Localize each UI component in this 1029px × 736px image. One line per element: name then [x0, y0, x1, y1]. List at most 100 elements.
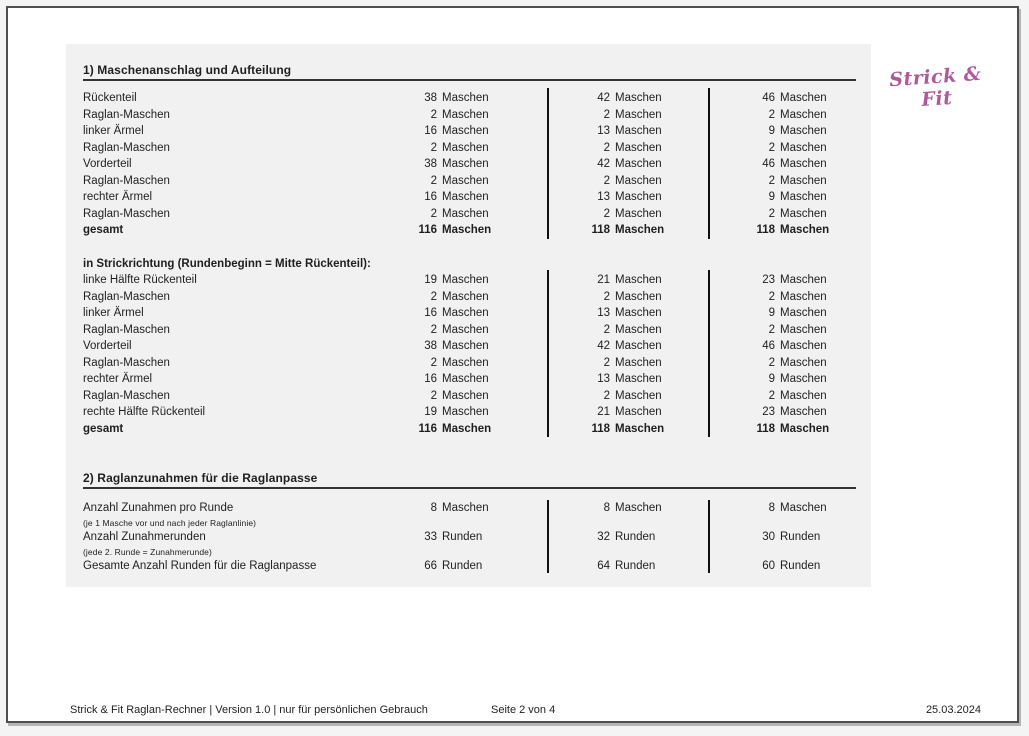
value-size-1: 2 [430, 174, 437, 187]
row-label: gesamt [83, 422, 124, 435]
row-label: rechte Hälfte Rückenteil [83, 406, 206, 418]
unit-label: Maschen [615, 307, 662, 319]
column-divider [708, 270, 710, 437]
unit-label: Maschen [442, 108, 489, 121]
table-row: Gesamte Anzahl Runden für die Raglanpass… [83, 558, 853, 575]
value-size-1: 2 [430, 141, 437, 154]
unit-label: Maschen [780, 356, 827, 369]
unit-label: Maschen [615, 502, 662, 514]
row-label: Raglan-Maschen [83, 108, 170, 121]
unit-label: Maschen [442, 174, 489, 187]
unit-label: Maschen [442, 406, 489, 418]
row-note: (jede 2. Runde = Zunahmerunde) [83, 546, 212, 557]
row-label: Raglan-Maschen [83, 323, 170, 336]
unit-label: Maschen [615, 340, 662, 352]
unit-label: Maschen [780, 389, 827, 402]
row-label: Vorderteil [83, 340, 132, 352]
raglan-increase-table: Anzahl Zunahmen pro Runde (je 1 Masche v… [83, 500, 853, 575]
row-label: Raglan-Maschen [83, 356, 170, 369]
table-row: rechter Ärmel 16 Maschen 13 Maschen 9 Masch… [83, 189, 853, 206]
unit-label: Maschen [780, 323, 827, 336]
unit-label: Runden [780, 560, 821, 572]
footer-page-number: Seite 2 von 4 [491, 704, 556, 716]
section-1-heading: 1) Maschenanschlag und Aufteilung [83, 62, 856, 81]
unit-label: Maschen [780, 92, 827, 104]
unit-label: Maschen [780, 224, 830, 236]
value-size-2: 2 [603, 356, 610, 369]
value-size-2: 42 [597, 158, 610, 170]
unit-label: Maschen [780, 274, 827, 286]
unit-label: Maschen [442, 141, 489, 154]
unit-label: Maschen [780, 125, 827, 137]
unit-label: Maschen [780, 290, 827, 303]
row-label: Gesamte Anzahl Runden für die Raglanpass… [83, 560, 317, 572]
value-size-1: 19 [424, 274, 437, 286]
value-size-1: 16 [424, 191, 437, 203]
value-size-3: 23 [762, 274, 775, 286]
value-size-3: 23 [762, 406, 775, 418]
value-size-2: 13 [597, 373, 610, 385]
unit-label: Maschen [615, 125, 662, 137]
value-size-3: 8 [768, 502, 775, 514]
row-label: Vorderteil [83, 158, 132, 170]
table-row: linker Ärmel 16 Maschen 13 Maschen 9 Masche… [83, 305, 853, 322]
table-row-total: gesamt 116 Maschen 118 Maschen 118 Maschen [83, 421, 853, 438]
unit-label: Maschen [615, 174, 662, 187]
table-row: linker Ärmel 16 Maschen 13 Maschen 9 Masche… [83, 123, 853, 140]
unit-label: Maschen [442, 290, 489, 303]
column-divider [708, 88, 710, 239]
value-size-1: 2 [430, 108, 437, 121]
unit-label: Maschen [442, 92, 489, 104]
value-size-2: 42 [597, 340, 610, 352]
table-row: Rückenteil 38 Maschen 42 Maschen 46 Maschen [83, 90, 853, 107]
unit-label: Maschen [615, 274, 662, 286]
value-size-1: 2 [430, 323, 437, 336]
table-row: rechte Hälfte Rückenteil 19 Maschen 21 Mas… [83, 404, 853, 421]
footer-app-info: Strick & Fit Raglan-Rechner | Version 1.… [70, 704, 428, 716]
table-row: Raglan-Maschen 2 Maschen 2 Maschen 2 Masche… [83, 322, 853, 339]
value-size-3: 2 [768, 323, 775, 336]
unit-label: Maschen [615, 373, 662, 385]
table-row: linke Hälfte Rückenteil 19 Maschen 21 Masc… [83, 272, 853, 289]
unit-label: Maschen [780, 307, 827, 319]
unit-label: Runden [780, 531, 821, 543]
row-label: linker Ärmel [83, 125, 144, 137]
unit-label: Maschen [615, 207, 662, 220]
unit-label: Maschen [442, 356, 489, 369]
unit-label: Maschen [615, 356, 662, 369]
value-size-3: 118 [756, 422, 775, 435]
row-label: Raglan-Maschen [83, 207, 170, 220]
value-size-3: 46 [762, 340, 775, 352]
value-size-3: 2 [768, 207, 775, 220]
value-size-3: 9 [768, 373, 775, 385]
unit-label: Maschen [615, 389, 662, 402]
value-size-1: 116 [418, 224, 437, 236]
unit-label: Maschen [780, 108, 827, 121]
row-label: Raglan-Maschen [83, 389, 170, 402]
value-size-3: 2 [768, 141, 775, 154]
value-size-3: 2 [768, 389, 775, 402]
value-size-3: 9 [768, 191, 775, 203]
unit-label: Maschen [780, 158, 827, 170]
knitting-direction-table: linke Hälfte Rückenteil 19 Maschen 21 Masc… [83, 270, 853, 438]
row-label: Anzahl Zunahmerunden [83, 531, 206, 543]
value-size-1: 2 [430, 389, 437, 402]
unit-label: Maschen [442, 191, 489, 203]
value-size-1: 116 [418, 422, 437, 435]
unit-label: Maschen [780, 406, 827, 418]
value-size-3: 46 [762, 92, 775, 104]
column-divider [547, 500, 549, 573]
value-size-2: 8 [603, 502, 610, 514]
unit-label: Maschen [442, 158, 489, 170]
row-label: Raglan-Maschen [83, 174, 170, 187]
row-label: Raglan-Maschen [83, 141, 170, 154]
unit-label: Runden [615, 531, 656, 543]
table-row: Anzahl Zunahmen pro Runde (je 1 Masche v… [83, 500, 853, 529]
value-size-2: 118 [591, 224, 610, 236]
section-2-heading: 2) Raglanzunahmen für die Raglanpasse [83, 470, 856, 489]
unit-label: Maschen [615, 158, 662, 170]
unit-label: Maschen [442, 340, 489, 352]
unit-label: Maschen [780, 191, 827, 203]
unit-label: Maschen [442, 323, 489, 336]
value-size-1: 19 [424, 406, 437, 418]
